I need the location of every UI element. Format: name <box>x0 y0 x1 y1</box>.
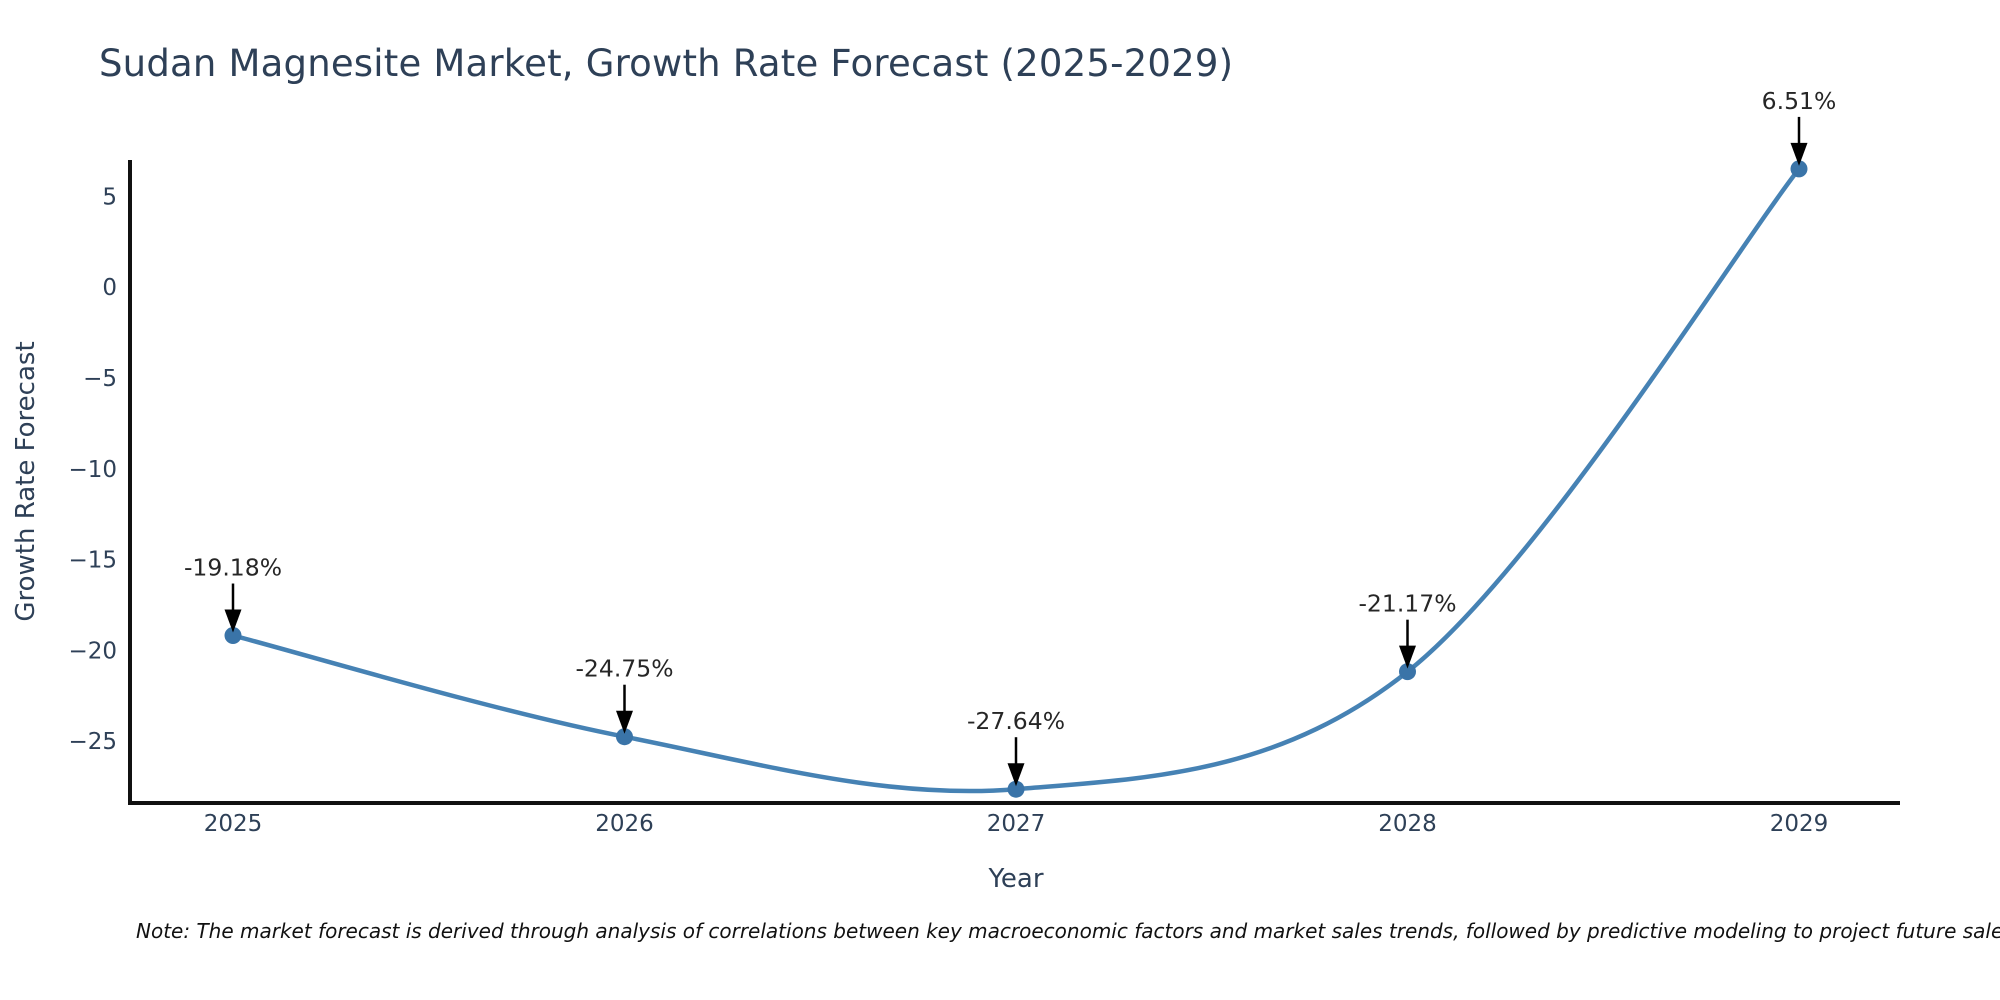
y-tick-label: −10 <box>68 457 117 483</box>
annotation-arrowhead <box>1399 645 1416 669</box>
data-point <box>1399 663 1416 681</box>
y-tick-label: −25 <box>68 729 117 755</box>
x-tick-label: 2025 <box>204 811 263 837</box>
y-axis-title: Growth Rate Forecast <box>11 341 41 621</box>
data-point <box>616 728 633 746</box>
annotation-arrowhead <box>616 710 633 734</box>
x-tick-label: 2029 <box>1770 811 1829 837</box>
annotation-arrowhead <box>1790 142 1808 166</box>
chart-title: Sudan Magnesite Market, Growth Rate Fore… <box>99 42 1234 85</box>
data-point <box>1007 780 1025 798</box>
y-tick-label: −15 <box>68 548 117 574</box>
point-value-label: -27.64% <box>967 707 1065 735</box>
x-tick-label: 2028 <box>1378 811 1437 837</box>
annotation-arrowhead <box>1007 763 1025 787</box>
annotation-arrowhead <box>224 609 242 633</box>
point-value-label: -21.17% <box>1358 590 1456 618</box>
data-point <box>1790 160 1808 178</box>
point-value-label: 6.51% <box>1762 87 1837 115</box>
chart-footnote: Note: The market forecast is derived thr… <box>136 919 2000 943</box>
data-line <box>230 166 1802 794</box>
y-tick-label: −20 <box>68 638 117 664</box>
data-point <box>224 627 242 645</box>
point-value-label: -19.18% <box>184 554 282 582</box>
x-axis-title: Year <box>987 864 1043 894</box>
point-value-label: -24.75% <box>575 655 673 683</box>
y-tick-label: 5 <box>102 184 117 210</box>
y-tick-label: 0 <box>102 275 117 301</box>
y-tick-label: −5 <box>83 366 117 392</box>
x-tick-label: 2027 <box>987 811 1046 837</box>
x-tick-label: 2026 <box>595 811 654 837</box>
